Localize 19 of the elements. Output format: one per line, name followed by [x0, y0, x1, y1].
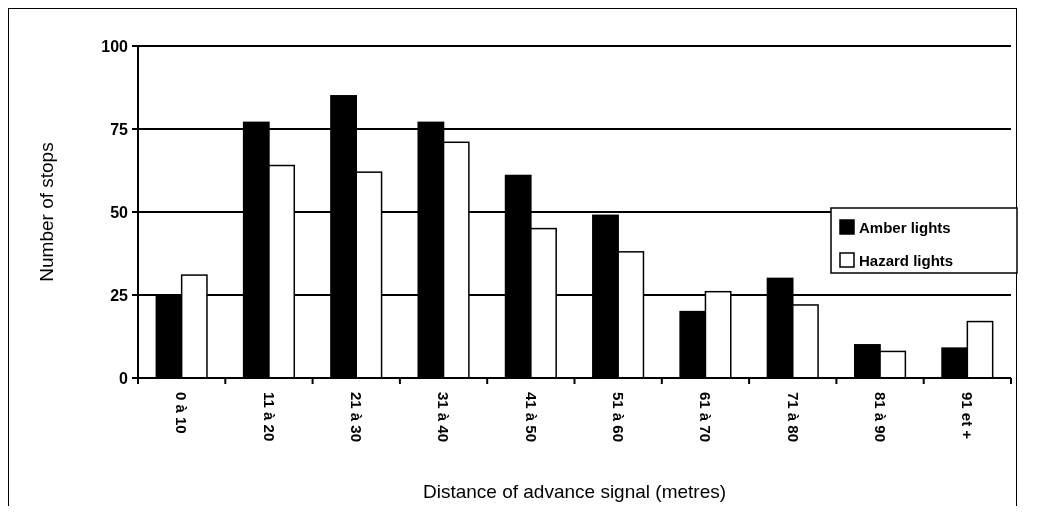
x-tick-label: 31 à 40	[435, 392, 453, 443]
x-tick-label: 91 et +	[959, 392, 977, 440]
x-tick-label: 51 à 60	[609, 392, 627, 443]
x-tick-label: 21 à 30	[348, 392, 365, 443]
y-tick-label: 100	[101, 37, 129, 55]
x-tick-label: 0 à 10	[173, 392, 191, 434]
y-tick-label: 75	[110, 120, 129, 138]
y-axis-title: Number of stops	[36, 142, 57, 282]
x-tick-label: 71 à 80	[784, 392, 802, 443]
y-tick-label: 0	[119, 369, 129, 387]
x-tick-label: 41 à 50	[522, 392, 540, 443]
x-tick-label: 61 à 70	[697, 392, 715, 443]
y-tick-label: 50	[110, 203, 129, 221]
legend-label: Hazard lights	[859, 252, 954, 269]
x-axis-title: Distance of advance signal (metres)	[422, 481, 727, 502]
x-tick-label: 11 à 20	[260, 392, 278, 442]
x-tick-label: 81 à 90	[871, 392, 889, 443]
y-tick-label: 25	[110, 286, 129, 304]
legend-label: Amber lights	[859, 219, 951, 236]
